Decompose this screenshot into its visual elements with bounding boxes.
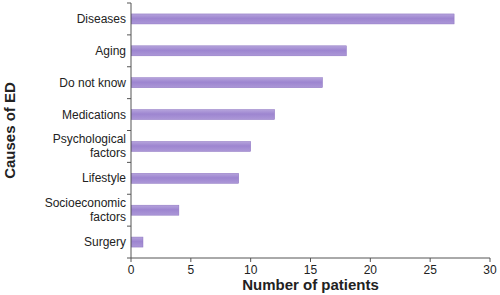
label-line: Diseases — [77, 12, 126, 26]
bar — [131, 78, 322, 88]
label-line: Do not know — [59, 76, 126, 90]
y-tick-label: Aging — [95, 44, 126, 58]
label-line: Psychological — [53, 132, 126, 146]
x-tick — [250, 258, 251, 262]
y-tick-label: Medications — [62, 108, 126, 122]
x-axis-title: Number of patients — [242, 276, 379, 293]
label-line: Lifestyle — [82, 171, 126, 185]
chart-container: 0 5 10 15 20 25 30 Diseases Aging Do not know Medi… — [0, 0, 500, 295]
bar — [131, 173, 239, 183]
x-tick-label: 10 — [244, 263, 258, 277]
y-tick — [127, 130, 131, 131]
bars — [131, 14, 454, 247]
bar — [131, 14, 454, 24]
bar — [131, 141, 251, 151]
x-tick — [490, 258, 491, 262]
label-line: Medications — [62, 108, 126, 122]
y-tick-label: Do not know — [59, 76, 126, 90]
y-axis-title: Causes of ED — [1, 82, 18, 179]
bar — [131, 46, 346, 56]
x-tick-label: 5 — [187, 263, 194, 277]
x-tick-label: 0 — [128, 263, 135, 277]
x-tick — [310, 258, 311, 262]
bar — [131, 110, 275, 120]
y-tick — [127, 194, 131, 195]
bar — [131, 205, 179, 215]
x-tick-label: 25 — [423, 263, 437, 277]
y-tick — [127, 66, 131, 67]
bar — [131, 237, 143, 247]
x-tick-label: 15 — [304, 263, 318, 277]
y-tick — [127, 3, 131, 4]
y-tick — [127, 162, 131, 163]
label-line: Aging — [95, 44, 126, 58]
y-tick — [127, 98, 131, 99]
y-tick-label: Psychologicalfactors — [53, 132, 126, 160]
y-tick-label: Surgery — [84, 235, 126, 249]
x-tick-label: 30 — [483, 263, 497, 277]
chart-svg: 0 5 10 15 20 25 30 Diseases Aging Do not know Medi… — [0, 0, 500, 295]
y-tick — [127, 258, 131, 259]
y-tick-label: Lifestyle — [82, 171, 126, 185]
x-tick — [131, 258, 132, 262]
y-tick — [127, 226, 131, 227]
label-line: factors — [90, 210, 126, 224]
label-line: Surgery — [84, 235, 126, 249]
x-tick — [370, 258, 371, 262]
x-tick-label: 20 — [364, 263, 378, 277]
y-tick-label: Socioeconomicfactors — [45, 196, 126, 224]
label-line: Socioeconomic — [45, 196, 126, 210]
y-tick-label: Diseases — [77, 12, 126, 26]
label-line: factors — [90, 146, 126, 160]
y-tick — [127, 34, 131, 35]
x-tick — [430, 258, 431, 262]
x-tick — [190, 258, 191, 262]
